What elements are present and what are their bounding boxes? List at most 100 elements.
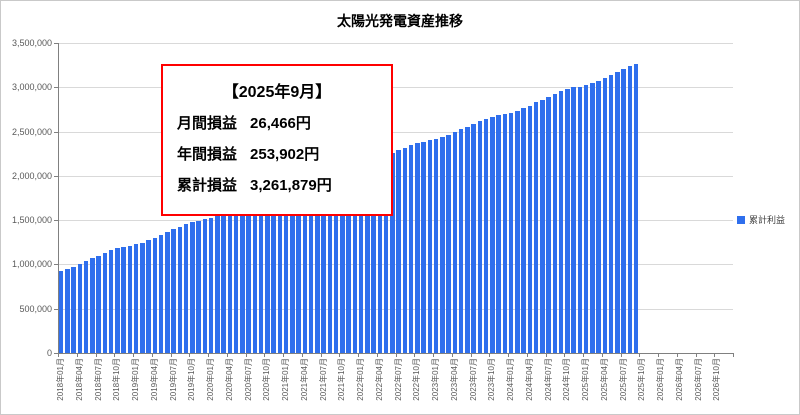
legend-color-swatch — [737, 215, 745, 224]
x-axis-tick-label: 2018年01月 — [56, 358, 66, 401]
bar — [621, 69, 626, 353]
x-axis-tick-label: 2022年04月 — [374, 358, 384, 401]
x-axis-tick — [301, 353, 303, 357]
bar — [327, 173, 333, 353]
bar — [521, 108, 526, 353]
bar — [233, 208, 239, 353]
x-axis-tick-label: 2026年07月 — [693, 358, 703, 401]
x-axis-tick-label: 2022年01月 — [356, 358, 366, 401]
y-axis-tick-label: 1,000,000 — [11, 259, 52, 270]
bar — [302, 184, 308, 353]
x-axis-tick — [508, 353, 509, 357]
x-axis-tick — [676, 353, 678, 357]
bar — [58, 270, 64, 353]
bar — [90, 258, 95, 353]
x-axis-tick-label: 2025年10月 — [637, 358, 647, 401]
x-axis-tick-label: 2021年01月 — [281, 358, 291, 401]
bar — [277, 193, 283, 353]
gridline — [58, 87, 733, 89]
x-axis-tick — [358, 353, 359, 357]
bar — [158, 234, 164, 353]
x-axis-tick-label: 2021年07月 — [318, 358, 328, 401]
annotation-label-yearly: 年間損益 — [177, 146, 238, 163]
bar — [458, 129, 464, 353]
bar — [77, 263, 83, 353]
gridline — [58, 43, 733, 44]
gridline — [58, 131, 733, 133]
y-axis-tick — [54, 175, 58, 177]
x-axis-tick — [620, 353, 622, 357]
x-axis-tick-label: 2020年04月 — [224, 358, 234, 401]
bar — [358, 165, 364, 353]
bar — [352, 166, 358, 353]
y-axis-tick-label: 3,000,000 — [11, 82, 52, 93]
bar — [321, 176, 326, 353]
gridline — [58, 264, 733, 266]
annotation-row-cumulative: 累計損益 3,261,879円 — [177, 174, 377, 195]
bar — [340, 169, 345, 353]
y-axis-tick-label: 2,000,000 — [11, 170, 52, 181]
bar — [552, 93, 558, 353]
bar — [221, 214, 226, 353]
bar — [246, 202, 251, 353]
bar — [208, 218, 214, 353]
bar — [265, 195, 270, 353]
x-axis-tick-label: 2026年01月 — [656, 358, 666, 401]
x-axis-tick — [733, 353, 734, 357]
bar — [108, 250, 114, 353]
bar — [477, 121, 483, 353]
annotation-value-yearly: 253,902円 — [250, 146, 320, 163]
x-axis-tick-label: 2023年10月 — [487, 358, 497, 401]
bar — [65, 268, 70, 353]
bar — [240, 205, 245, 353]
x-axis-tick-label: 2021年10月 — [337, 358, 347, 401]
bar — [177, 226, 183, 353]
bar — [152, 237, 158, 353]
y-axis-tick-label: 500,000 — [19, 303, 52, 314]
bar — [608, 75, 614, 353]
bar — [558, 91, 564, 353]
y-axis-tick — [54, 264, 58, 266]
bar — [496, 115, 501, 353]
bar — [271, 194, 276, 353]
x-axis-tick — [695, 353, 697, 357]
x-axis-tick — [151, 353, 153, 357]
annotation-row-yearly: 年間損益 253,902円 — [177, 143, 377, 164]
bar — [121, 246, 126, 353]
x-axis-tick — [170, 353, 172, 357]
x-axis-tick — [451, 353, 453, 357]
x-axis-tick — [583, 353, 584, 357]
bar — [96, 255, 101, 353]
y-axis-tick-label: 0 — [46, 348, 52, 358]
x-axis-tick-label: 2021年04月 — [299, 358, 309, 401]
y-axis-tick — [54, 353, 58, 354]
bar — [590, 83, 595, 353]
bar — [546, 96, 551, 353]
bar — [365, 163, 370, 353]
bar — [83, 260, 89, 353]
gridline — [58, 220, 733, 222]
bar — [171, 229, 176, 353]
x-axis-tick — [208, 353, 209, 357]
x-axis-tick — [226, 353, 228, 357]
x-axis-tick-label: 2024年01月 — [506, 358, 516, 401]
bar — [571, 87, 576, 353]
bar — [346, 167, 351, 353]
bar — [383, 155, 389, 353]
bar — [527, 105, 533, 353]
bar — [165, 232, 170, 353]
x-axis-tick-label: 2025年04月 — [599, 358, 609, 401]
bar — [596, 81, 601, 353]
annotation-box: 【2025年9月】 月間損益 26,466円 年間損益 253,902円 累計損益 3… — [161, 64, 393, 216]
x-axis-tick-label: 2023年07月 — [468, 358, 478, 401]
x-axis-tick-label: 2026年04月 — [674, 358, 684, 401]
x-axis-tick-label: 2024年10月 — [562, 358, 572, 401]
bar — [483, 118, 489, 353]
bar — [202, 219, 208, 353]
x-axis-tick-label: 2019年07月 — [168, 358, 178, 401]
annotation-label-monthly: 月間損益 — [177, 115, 238, 132]
gridline — [58, 175, 733, 177]
bar — [627, 66, 633, 353]
bar — [565, 88, 570, 353]
x-axis-tick-label: 2018年04月 — [74, 358, 84, 401]
